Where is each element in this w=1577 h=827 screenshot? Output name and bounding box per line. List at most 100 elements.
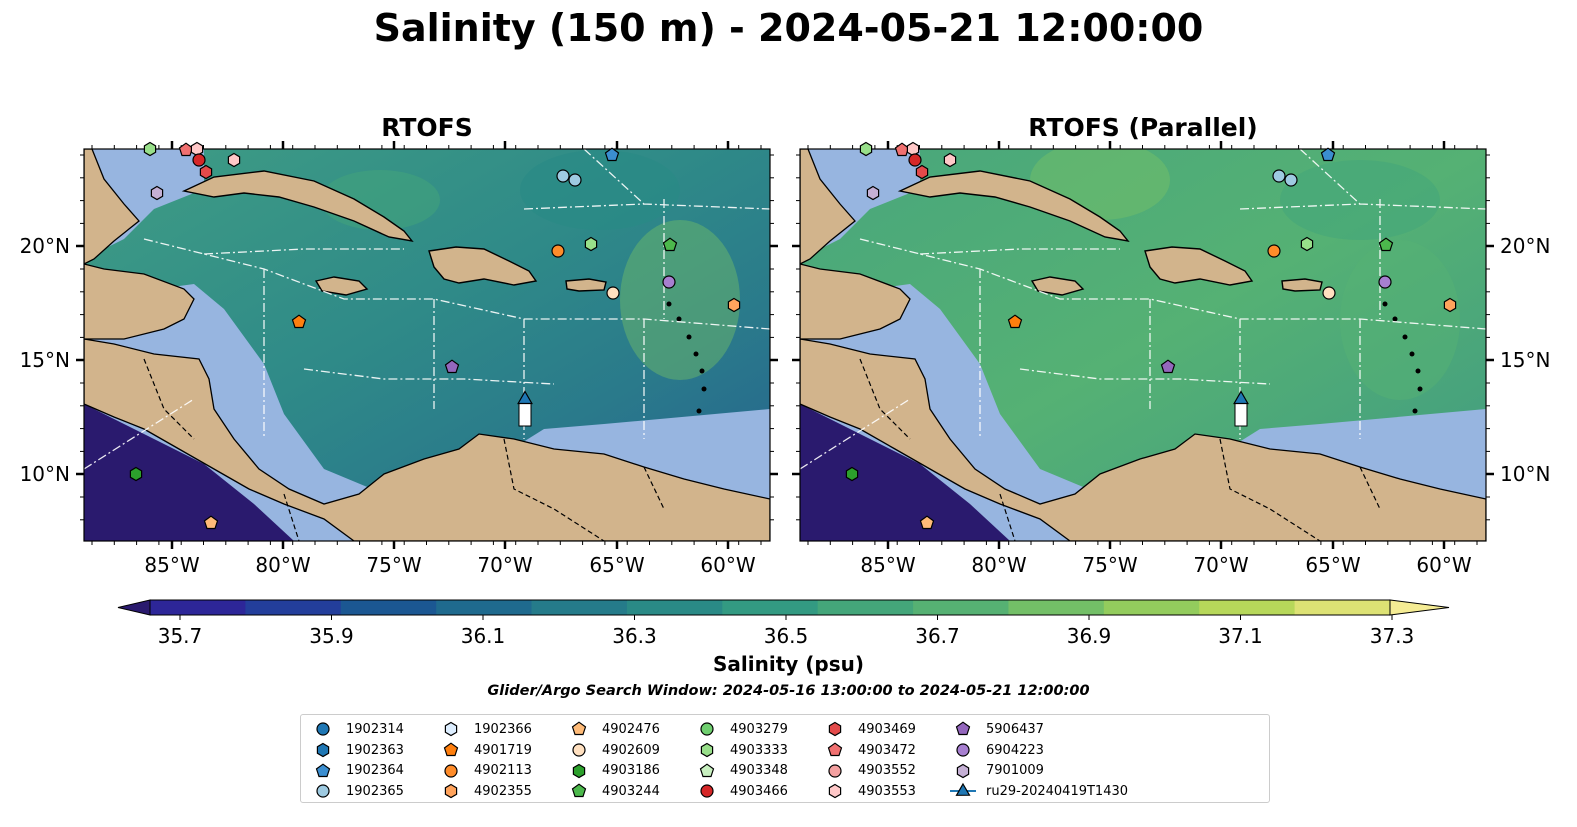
float-marker (1378, 237, 1394, 252)
float-marker (227, 152, 241, 168)
map-rtofs (84, 149, 770, 541)
lon-tick-label: 70°W (477, 553, 532, 577)
legend-marker (316, 722, 330, 736)
float-marker (915, 164, 929, 180)
legend-label: 4902609 (602, 742, 660, 758)
legend-hexagon-icon (444, 784, 458, 799)
legend-pentagon-icon (827, 742, 843, 757)
legend-circle-icon (828, 764, 842, 778)
figure-title: Salinity (150 m) - 2024-05-21 12:00:00 (373, 6, 1204, 50)
float-marker (906, 141, 920, 157)
colorbar-tick-label: 36.3 (612, 624, 657, 648)
legend-marker (316, 742, 330, 758)
float-marker (1160, 359, 1176, 374)
legend-label: 1902363 (346, 742, 404, 758)
float-marker (199, 164, 213, 180)
float-marker (203, 515, 219, 530)
lat-tick-label-left: 10°N (20, 462, 70, 486)
legend-item: ru29-20240419T1430 (949, 781, 1128, 802)
legend-marker (950, 783, 976, 797)
map-ticks: 85°W 80°W 75°W 70°W 65°W 60°W 85°W 80°W 75°W 70°W… (20, 141, 1550, 577)
legend-label: 4902113 (474, 763, 532, 779)
lon-tick-label: 65°W (589, 553, 644, 577)
colorbar-label: Salinity (psu) (712, 652, 864, 676)
colorbar-tick-label: 36.7 (915, 624, 960, 648)
legend-label: 1902365 (346, 783, 404, 799)
legend-glider-icon (955, 783, 971, 797)
lat-tick-label-left: 20°N (20, 234, 70, 258)
legend: 1902314 1902363 1902364 1902365 1902366 49017… (300, 714, 1270, 803)
colorbar-segment (245, 600, 342, 615)
legend-pentagon-icon (699, 763, 715, 777)
legend-marker (443, 742, 459, 757)
legend-hexagon-icon (572, 763, 586, 778)
legend-column: 4903279 4903333 4903348 4903466 (693, 719, 788, 802)
glider-marker (1233, 390, 1249, 405)
legend-circle-icon (700, 784, 714, 799)
legend-marker (828, 722, 842, 737)
float-marker (1267, 244, 1281, 258)
legend-item: 1902365 (309, 781, 404, 802)
legend-circle-icon (956, 743, 970, 757)
colorbar-segment (1199, 600, 1296, 615)
legend-label: 4903469 (858, 721, 916, 737)
colorbar-tick-label: 36.9 (1067, 624, 1112, 648)
float-marker (845, 466, 859, 482)
legend-item: 4903466 (693, 781, 788, 802)
legend-pentagon-icon (315, 763, 331, 777)
float-marker (1443, 297, 1457, 313)
legend-column: 4903469 4903472 4903552 4903553 (821, 719, 916, 802)
legend-marker (956, 743, 970, 757)
legend-circle-icon (572, 743, 586, 757)
legend-item: 4903472 (821, 740, 916, 761)
colorbar-segment (531, 600, 628, 615)
legend-item: 4901719 (437, 740, 532, 761)
legend-circle-icon (700, 722, 714, 736)
legend-marker (444, 764, 458, 778)
colorbar-extend-low (117, 599, 151, 616)
legend-item: 1902314 (309, 719, 404, 740)
float-marker (1320, 147, 1336, 162)
colorbar-segment (340, 600, 437, 615)
colorbar-segment (150, 600, 246, 615)
legend-column: 1902314 1902363 1902364 1902365 (309, 719, 404, 802)
legend-hexagon-icon (828, 784, 842, 799)
legend-item: 7901009 (949, 760, 1128, 781)
colorbar-segment (626, 600, 723, 615)
colorbar-tick-label: 36.5 (764, 624, 809, 648)
legend-marker (955, 721, 971, 736)
float-marker (943, 152, 957, 168)
legend-label: 4901719 (474, 742, 532, 758)
legend-item: 4903333 (693, 740, 788, 761)
legend-marker (572, 763, 586, 778)
legend-marker (315, 763, 331, 777)
float-marker (150, 185, 164, 201)
legend-marker (444, 722, 458, 737)
colorbar-tick-label: 35.9 (309, 624, 354, 648)
legend-marker (828, 784, 842, 799)
legend-label: 4903553 (858, 783, 916, 799)
lon-tick-label: 85°W (860, 553, 915, 577)
lon-tick-label: 65°W (1305, 553, 1360, 577)
legend-marker (700, 722, 714, 736)
lat-tick-label-right: 20°N (1500, 234, 1550, 258)
legend-marker (827, 742, 843, 757)
legend-label: 4903279 (730, 721, 788, 737)
lon-tick-label: 85°W (144, 553, 199, 577)
float-marker (866, 185, 880, 201)
float-marker (129, 466, 143, 482)
legend-marker (699, 763, 715, 777)
float-marker (919, 515, 935, 530)
legend-marker (444, 784, 458, 799)
float-marker (1284, 173, 1298, 187)
legend-hexagon-icon (700, 742, 714, 758)
legend-item: 4903279 (693, 719, 788, 740)
legend-circle-icon (316, 722, 330, 736)
legend-marker (316, 784, 330, 799)
legend-item: 1902364 (309, 760, 404, 781)
legend-label: 5906437 (986, 721, 1044, 737)
float-marker (662, 237, 678, 252)
colorbar-segment (1103, 600, 1200, 615)
legend-marker (828, 764, 842, 778)
legend-label: 4902476 (602, 721, 660, 737)
